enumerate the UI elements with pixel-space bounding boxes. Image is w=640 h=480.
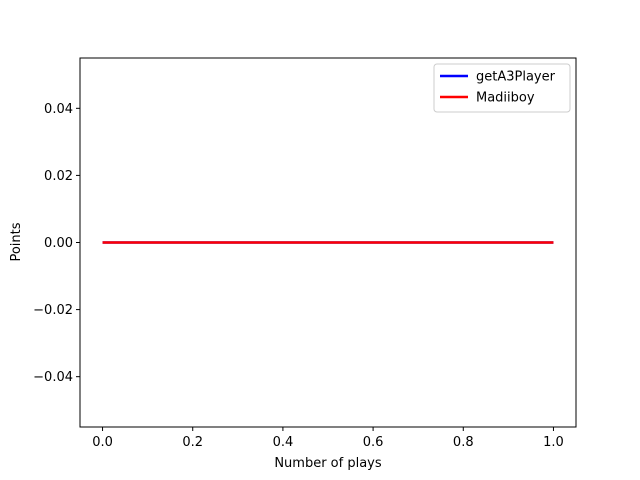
y-tick-label: −0.04 — [33, 370, 73, 385]
x-tick-label: 0.8 — [453, 435, 474, 450]
legend: getA3Player Madiiboy — [433, 63, 571, 113]
x-axis: 0.0 0.2 0.4 0.6 0.8 1.0 — [92, 427, 564, 450]
legend-label: getA3Player — [476, 70, 556, 85]
y-tick-label: 0.04 — [44, 102, 73, 117]
y-tick-label: 0.02 — [44, 169, 73, 184]
x-tick-label: 0.4 — [273, 435, 294, 450]
x-axis-label: Number of plays — [274, 456, 382, 471]
x-tick-label: 1.0 — [543, 435, 564, 450]
y-tick-label: 0.00 — [44, 236, 73, 251]
x-tick-label: 0.0 — [92, 435, 113, 450]
y-tick-label: −0.02 — [33, 303, 73, 318]
x-tick-label: 0.6 — [363, 435, 384, 450]
x-tick-label: 0.2 — [182, 435, 203, 450]
legend-label: Madiiboy — [476, 91, 535, 106]
y-axis-label: Points — [9, 222, 24, 261]
y-axis: −0.04 −0.02 0.00 0.02 0.04 — [33, 102, 80, 385]
